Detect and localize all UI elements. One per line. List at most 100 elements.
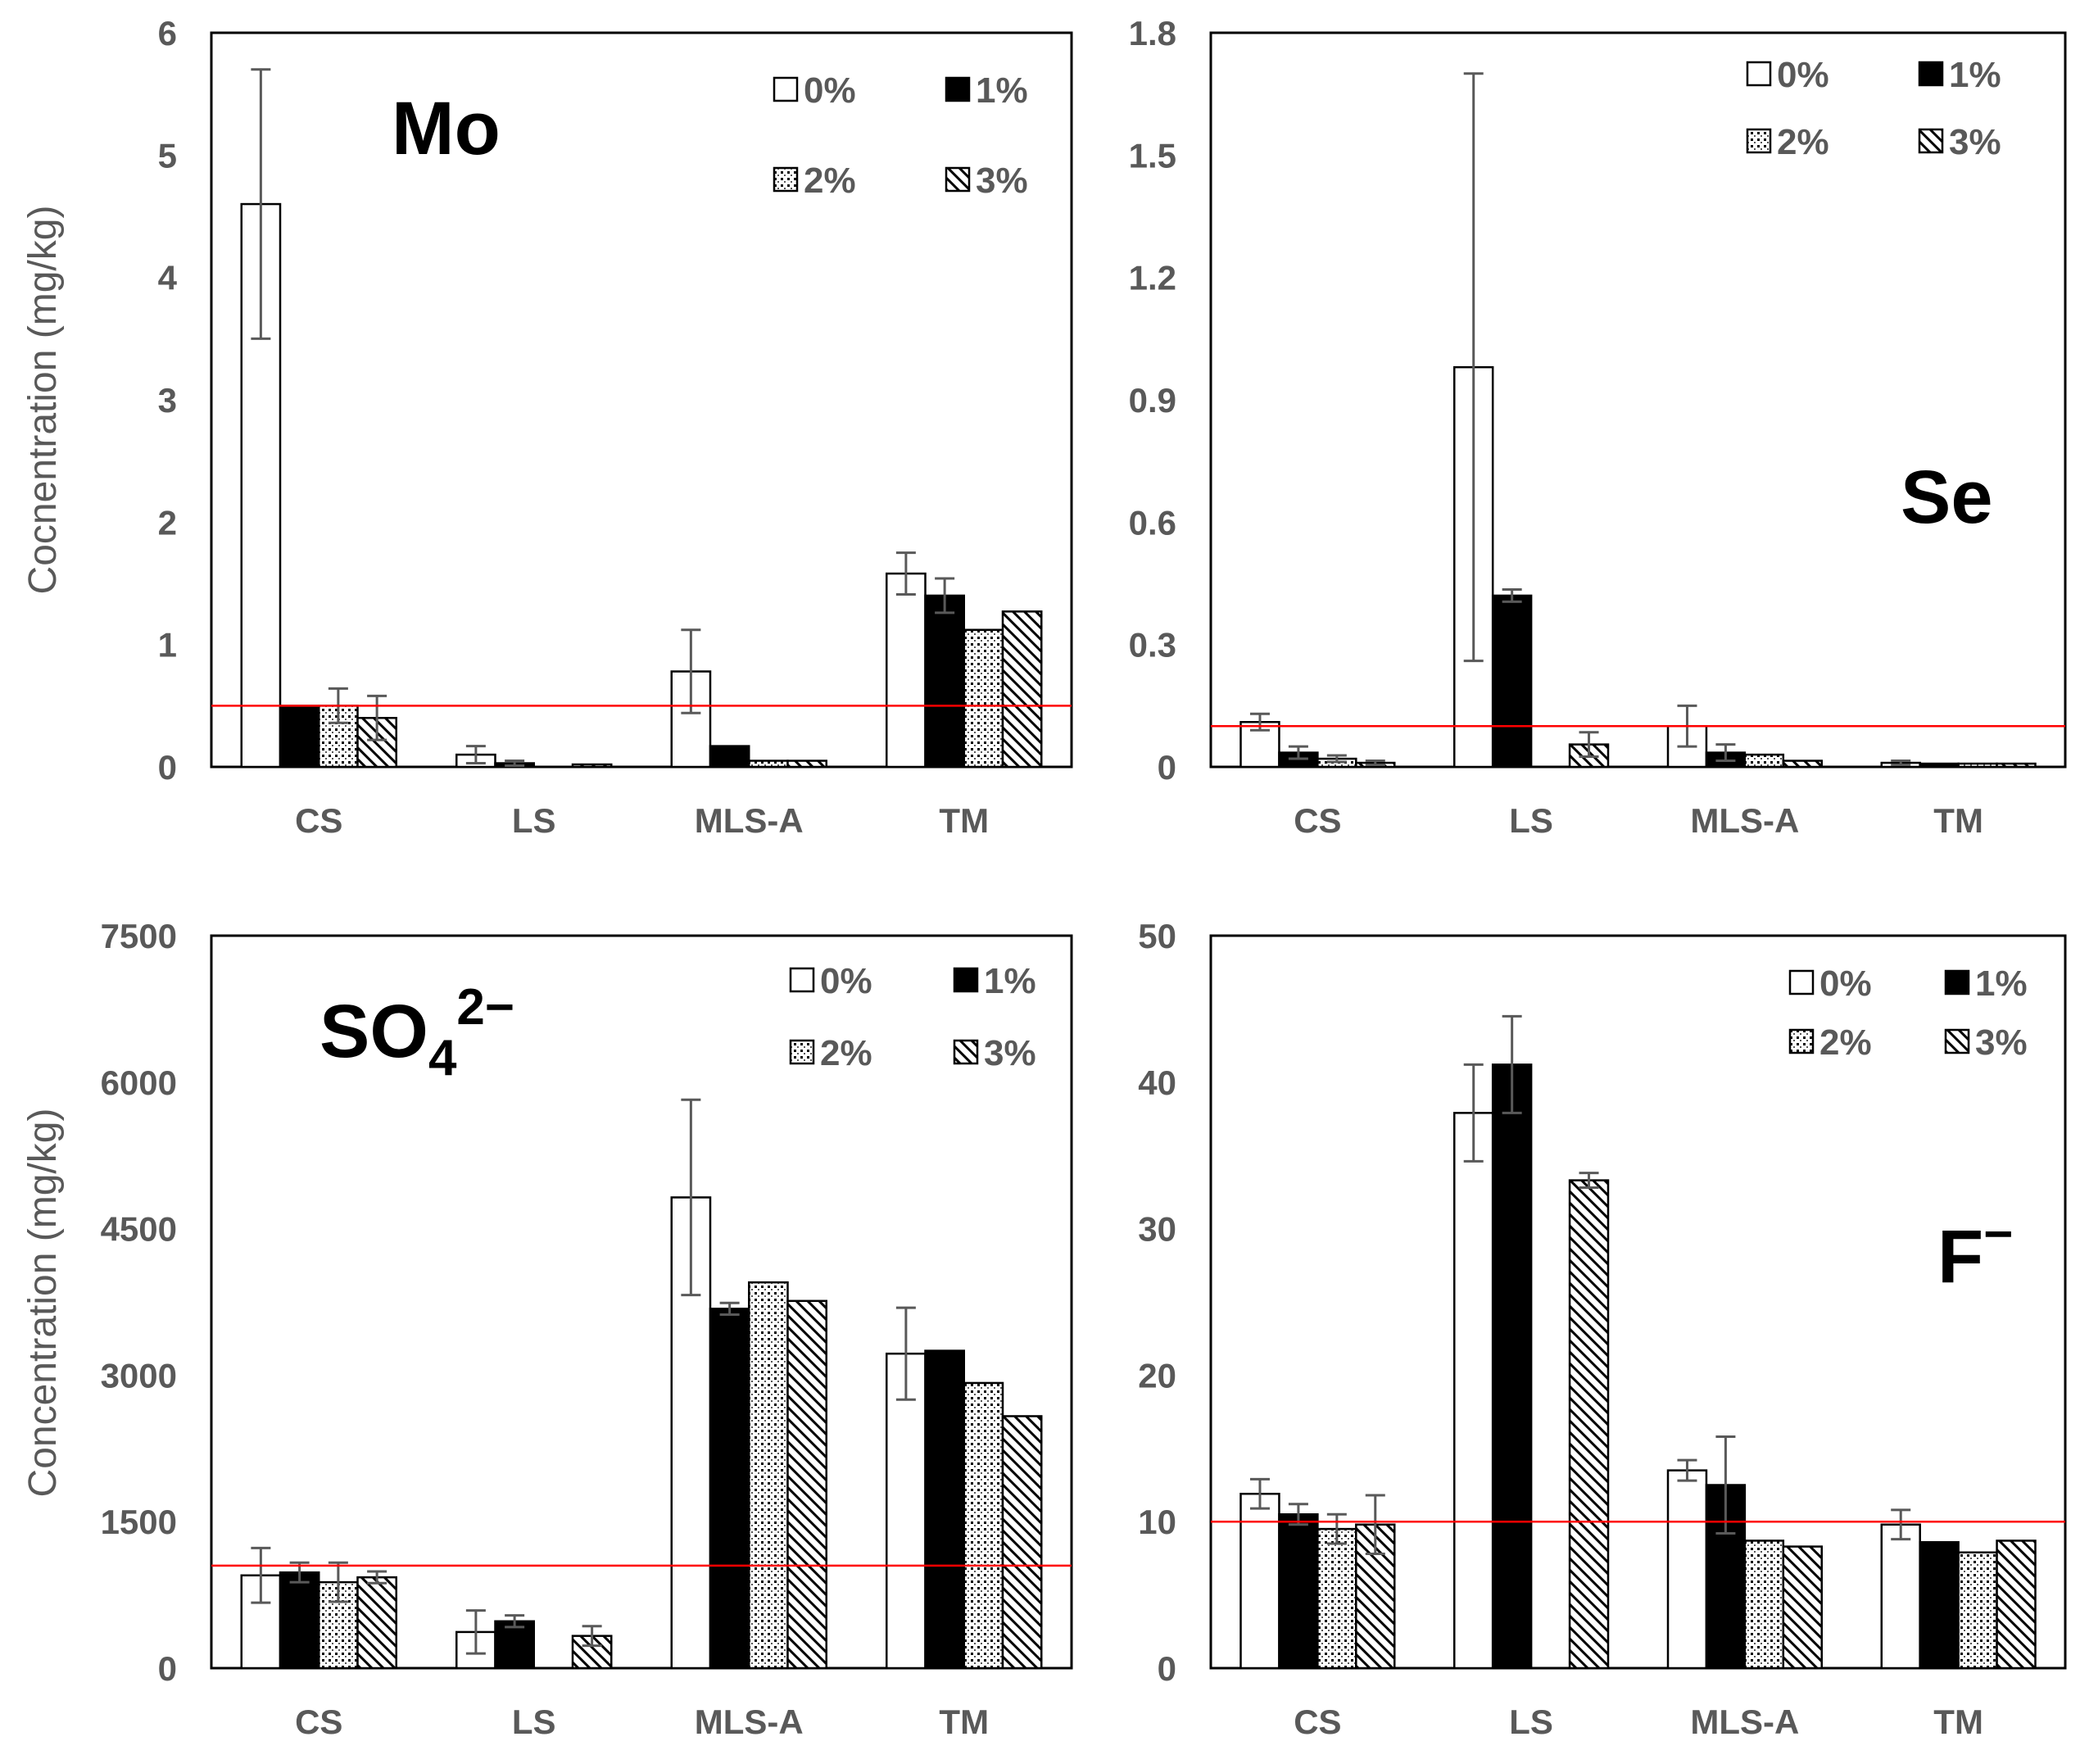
bar <box>709 745 750 769</box>
legend-label: 3% <box>976 161 1028 201</box>
y-tick-label: 6 <box>158 14 177 52</box>
y-tick-label: 0.9 <box>1129 381 1176 419</box>
y-axis-label: Cocnentration (mg/kg) <box>21 206 65 595</box>
legend-label: 3% <box>1975 1023 2028 1063</box>
panel-title: SO42− <box>319 979 514 1086</box>
y-tick-label: 1.5 <box>1129 136 1176 175</box>
legend-label: 2% <box>1819 1023 1872 1063</box>
x-category-label: LS <box>1509 1703 1553 1741</box>
legend: 0% 1% 2% 3% <box>1788 964 2028 1063</box>
legend-swatch <box>773 166 799 193</box>
bar <box>279 1571 320 1670</box>
y-tick-label: 0 <box>1158 1649 1176 1688</box>
legend-label: 2% <box>820 1033 872 1073</box>
x-category-label: TM <box>939 1703 989 1741</box>
x-category-label: MLS-A <box>695 1703 804 1741</box>
x-category-label: LS <box>1509 801 1553 840</box>
legend-label: 3% <box>984 1033 1036 1073</box>
bar <box>1491 594 1533 769</box>
y-tick-label: 50 <box>1138 917 1176 955</box>
chart-panel-f: F− 0 10 20 30 40 50 CS LS MLS-A TM 0% 1% 2% 3% <box>1138 917 2067 1741</box>
bar <box>748 1281 789 1670</box>
legend-swatch <box>1918 128 1944 154</box>
y-ticks: 0 1500 3000 4500 6000 7500 <box>101 917 177 1688</box>
legend-label: 0% <box>1777 55 1829 95</box>
error-bars <box>1249 72 1911 767</box>
legend-swatch <box>953 967 979 993</box>
bar <box>886 572 927 769</box>
chart-panel-se: Se 0 0.3 0.6 0.9 1.2 1.5 1.8 CS LS MLS-A TM 0% 1% 2… <box>1129 14 2067 840</box>
bar <box>886 1352 927 1670</box>
bar <box>1568 1179 1610 1670</box>
bar <box>494 1620 535 1670</box>
panel-title: F− <box>1937 1206 2013 1299</box>
y-tick-label: 2 <box>158 503 177 542</box>
legend-swatch <box>945 76 971 102</box>
legend-swatch <box>1746 128 1772 154</box>
legend: 0% 1% 2% 3% <box>773 70 1028 201</box>
y-tick-label: 20 <box>1138 1356 1176 1394</box>
bar <box>1453 1112 1494 1670</box>
x-category-label: MLS-A <box>1690 1703 1799 1741</box>
panel-title-main: SO <box>319 990 428 1073</box>
y-tick-label: 4500 <box>101 1210 177 1249</box>
x-category-label: CS <box>295 801 342 840</box>
x-categories: CS LS MLS-A TM <box>295 1703 989 1741</box>
x-category-label: TM <box>1933 801 1983 840</box>
y-tick-label: 1500 <box>101 1503 177 1541</box>
bars <box>240 202 1043 769</box>
plot-frame <box>210 31 1073 769</box>
y-tick-label: 1 <box>158 626 177 664</box>
bar <box>924 1349 965 1670</box>
y-ticks: 0 1 2 3 4 5 6 <box>158 14 178 787</box>
y-tick-label: 4 <box>158 259 178 297</box>
y-tick-label: 40 <box>1138 1063 1176 1102</box>
bar <box>1239 1492 1280 1670</box>
legend-swatch <box>1788 969 1815 995</box>
legend-swatch <box>773 76 799 102</box>
y-tick-label: 0 <box>158 1649 177 1688</box>
legend: 0% 1% 2% 3% <box>789 961 1036 1073</box>
bar <box>924 594 965 769</box>
bar <box>571 763 613 769</box>
bar <box>356 1576 397 1670</box>
bar <box>1996 1540 2037 1670</box>
legend-swatch <box>1944 969 1970 995</box>
panel-title-superscript: 2− <box>456 979 514 1036</box>
bar <box>1491 1063 1533 1670</box>
bar <box>1278 1513 1319 1670</box>
bar <box>279 705 320 769</box>
bar <box>1957 1551 1998 1670</box>
panel-title-main: F <box>1937 1215 1983 1299</box>
legend-swatch <box>1746 61 1772 87</box>
legend-swatch <box>945 166 971 193</box>
error-bars <box>251 68 955 768</box>
legend-swatch <box>953 1039 979 1065</box>
x-category-label: MLS-A <box>695 801 804 840</box>
bar <box>1957 762 1998 769</box>
bar <box>1743 753 1785 769</box>
x-category-label: TM <box>939 801 989 840</box>
chart-panel-mo: Cocnentration (mg/kg) Mo 0 1 2 3 4 5 6 CS LS MLS… <box>21 14 1073 840</box>
legend-label: 0% <box>804 70 856 111</box>
x-category-label: MLS-A <box>1690 801 1799 840</box>
error-bars <box>1249 1014 1911 1556</box>
y-tick-label: 30 <box>1138 1210 1176 1249</box>
legend-label: 3% <box>1949 122 2001 162</box>
legend-swatch <box>789 967 815 993</box>
y-tick-label: 1.8 <box>1129 14 1176 52</box>
bar <box>709 1308 750 1670</box>
x-category-label: LS <box>512 1703 556 1741</box>
bars <box>1239 365 2037 769</box>
y-ticks: 0 0.3 0.6 0.9 1.2 1.5 1.8 <box>1129 14 1176 787</box>
bar <box>1782 760 1823 769</box>
y-ticks: 0 10 20 30 40 50 <box>1138 917 1176 1688</box>
y-tick-label: 0 <box>158 748 177 787</box>
y-tick-label: 5 <box>158 136 177 175</box>
y-tick-label: 0.3 <box>1129 626 1176 664</box>
legend-label: 2% <box>1777 122 1829 162</box>
bar <box>1996 762 2037 769</box>
bar <box>963 628 1004 769</box>
bar <box>1919 762 1960 769</box>
